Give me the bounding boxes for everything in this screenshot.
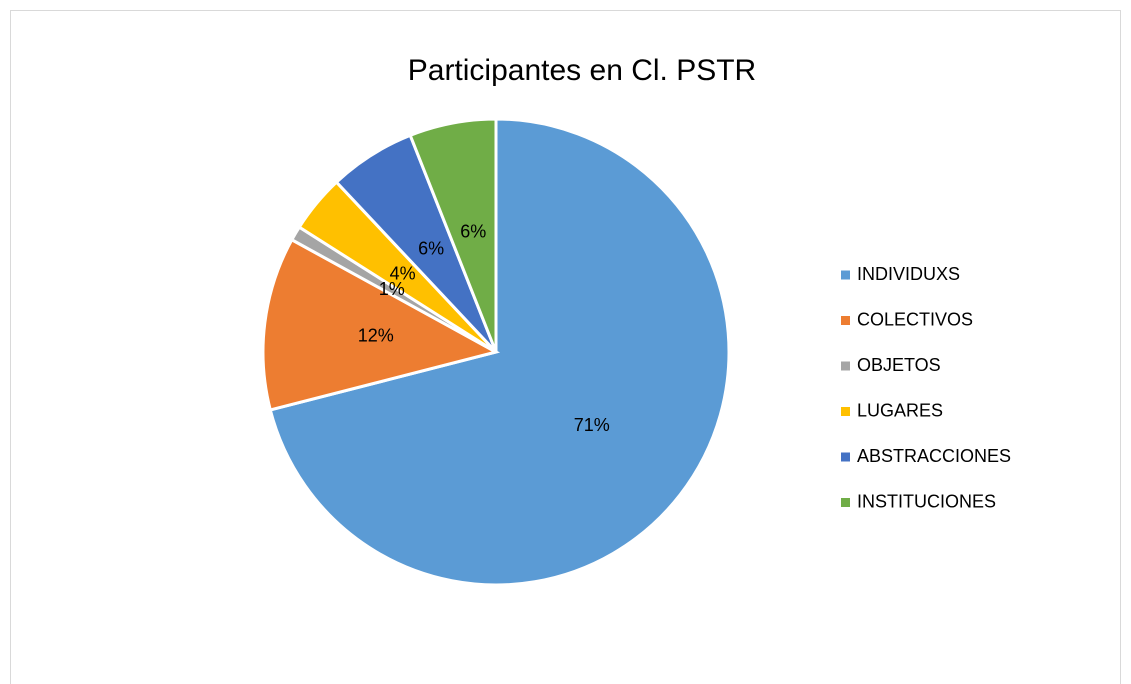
data-label: 4% [390, 264, 416, 284]
legend-label: INSTITUCIONES [857, 491, 996, 511]
legend-label: INDIVIDUXS [857, 264, 960, 284]
data-label: 6% [460, 222, 486, 242]
legend-label: COLECTIVOS [857, 309, 973, 329]
legend-swatch [841, 452, 850, 462]
data-label: 71% [574, 415, 610, 435]
chart-title: Participantes en Cl. PSTR [408, 54, 756, 87]
data-label: 6% [418, 238, 444, 258]
legend-swatch [841, 498, 850, 507]
pie-slice [268, 117, 731, 587]
legend-label: ABSTRACCIONES [857, 446, 1011, 466]
legend-label: OBJETOS [857, 355, 941, 375]
pie-slice [261, 237, 501, 412]
data-label: 12% [358, 326, 394, 346]
legend-label: LUGARES [857, 400, 943, 420]
data-label: 1% [379, 279, 405, 299]
pie-slice [408, 117, 498, 353]
legend-swatch [841, 407, 850, 416]
legend-swatch [841, 270, 850, 280]
legend-swatch [841, 316, 850, 325]
legend-swatch [841, 361, 850, 371]
